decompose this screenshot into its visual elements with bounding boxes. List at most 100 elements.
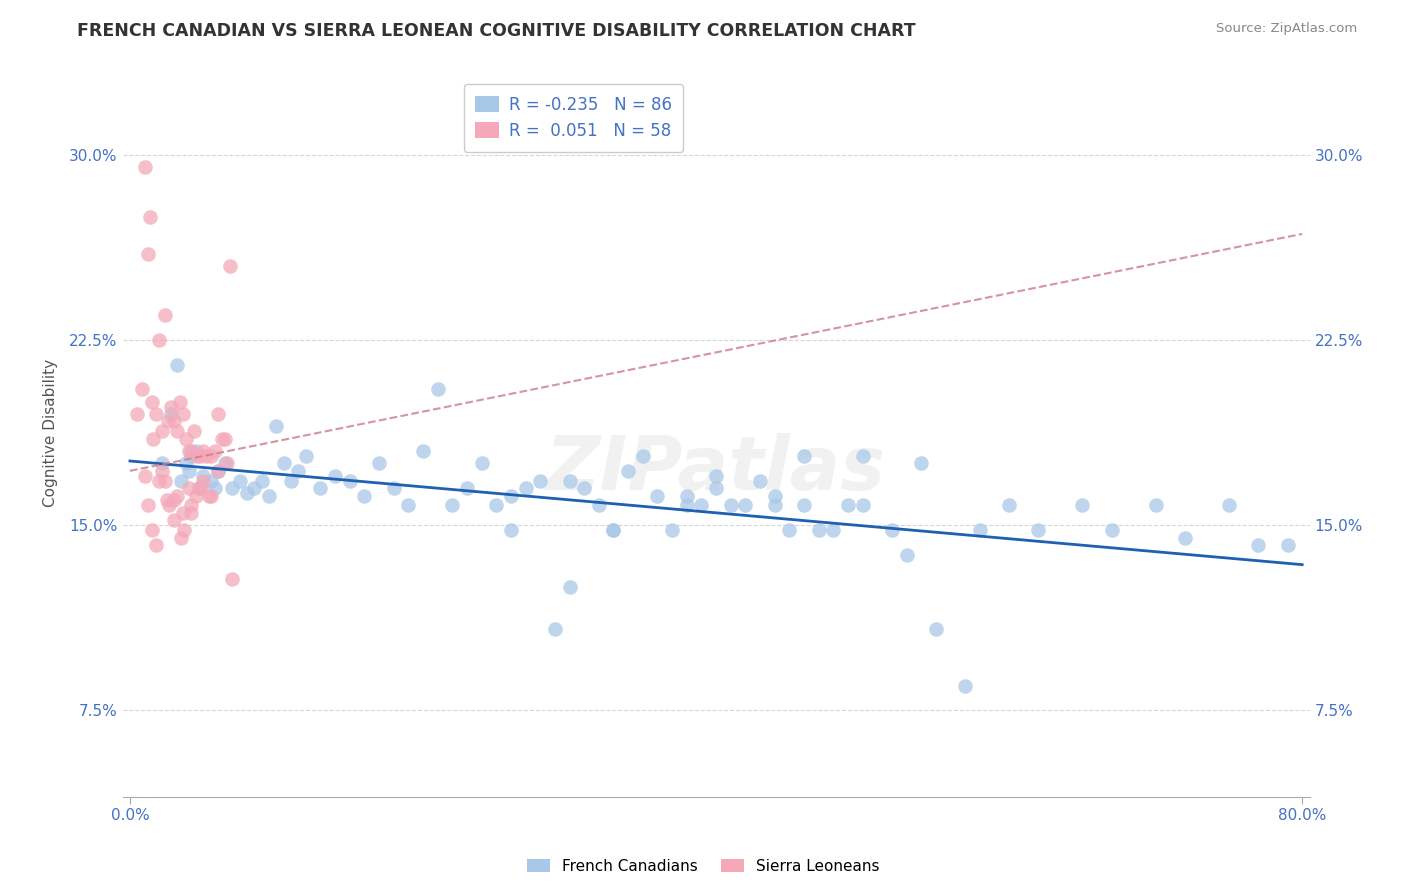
Point [200, 449, 222, 463]
Point [515, 481, 537, 495]
Point [172, 407, 194, 421]
Point [1144, 499, 1167, 513]
Point [250, 474, 273, 488]
Point [153, 474, 176, 488]
Point [177, 481, 200, 495]
Point [631, 449, 654, 463]
Point [150, 457, 173, 471]
Point [382, 481, 405, 495]
Point [1071, 499, 1094, 513]
Point [145, 538, 167, 552]
Point [412, 444, 434, 458]
Point [280, 474, 302, 488]
Point [148, 333, 170, 347]
Point [186, 449, 208, 463]
Point [207, 464, 229, 478]
Point [1028, 523, 1050, 537]
Point [1218, 499, 1240, 513]
Point [184, 489, 207, 503]
Point [160, 400, 183, 414]
Point [214, 432, 236, 446]
Legend: French Canadians, Sierra Leoneans: French Canadians, Sierra Leoneans [520, 853, 886, 880]
Point [150, 425, 173, 439]
Point [910, 457, 932, 471]
Point [837, 499, 859, 513]
Point [157, 415, 180, 429]
Point [187, 481, 209, 495]
Point [257, 489, 280, 503]
Point [852, 499, 875, 513]
Point [602, 523, 624, 537]
Point [441, 499, 464, 513]
Point [180, 444, 202, 458]
Point [163, 415, 186, 429]
Point [134, 468, 156, 483]
Point [734, 499, 756, 513]
Point [602, 523, 624, 537]
Point [163, 493, 186, 508]
Point [499, 489, 522, 503]
Point [396, 499, 419, 513]
Point [172, 506, 194, 520]
Point [174, 432, 197, 446]
Point [134, 161, 156, 175]
Point [145, 407, 167, 421]
Point [180, 449, 202, 463]
Point [142, 432, 165, 446]
Point [588, 499, 610, 513]
Point [675, 499, 697, 513]
Point [170, 531, 193, 545]
Point [353, 489, 375, 503]
Legend: R = -0.235   N = 86, R =  0.051   N = 58: R = -0.235 N = 86, R = 0.051 N = 58 [464, 84, 683, 152]
Point [969, 523, 991, 537]
Point [749, 474, 772, 488]
Point [159, 499, 181, 513]
Point [204, 481, 226, 495]
Point [1101, 523, 1123, 537]
Point [880, 523, 903, 537]
Point [368, 457, 391, 471]
Point [180, 506, 202, 520]
Point [778, 523, 800, 537]
Point [309, 481, 332, 495]
Point [456, 481, 478, 495]
Text: Source: ZipAtlas.com: Source: ZipAtlas.com [1216, 22, 1357, 36]
Point [763, 489, 786, 503]
Point [704, 481, 727, 495]
Point [177, 464, 200, 478]
Point [287, 464, 309, 478]
Point [177, 444, 200, 458]
Point [141, 523, 163, 537]
Point [136, 499, 159, 513]
Y-axis label: Cognitive Disability: Cognitive Disability [44, 359, 58, 507]
Point [1174, 531, 1197, 545]
Point [236, 486, 259, 500]
Point [127, 407, 149, 421]
Point [204, 444, 226, 458]
Point [207, 464, 229, 478]
Point [661, 523, 683, 537]
Point [174, 457, 197, 471]
Point [499, 523, 522, 537]
Text: FRENCH CANADIAN VS SIERRA LEONEAN COGNITIVE DISABILITY CORRELATION CHART: FRENCH CANADIAN VS SIERRA LEONEAN COGNIT… [77, 22, 915, 40]
Point [207, 407, 229, 421]
Point [169, 394, 191, 409]
Point [675, 489, 697, 503]
Point [529, 474, 551, 488]
Point [243, 481, 266, 495]
Point [1247, 538, 1270, 552]
Point [720, 499, 742, 513]
Point [195, 449, 218, 463]
Point [807, 523, 830, 537]
Point [166, 425, 188, 439]
Point [339, 474, 361, 488]
Point [793, 499, 815, 513]
Point [558, 474, 581, 488]
Point [953, 679, 976, 693]
Point [221, 573, 243, 587]
Point [763, 499, 786, 513]
Point [170, 474, 193, 488]
Point [617, 464, 640, 478]
Point [704, 468, 727, 483]
Point [131, 383, 153, 397]
